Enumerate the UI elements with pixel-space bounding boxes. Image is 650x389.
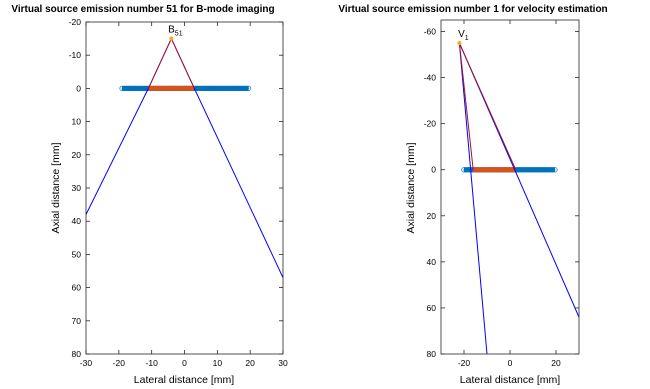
panel-bmode-ytick-label: 20 xyxy=(72,150,82,160)
panel-bmode-ytick-label: 50 xyxy=(72,249,82,259)
panel-bmode-xtick-label: 20 xyxy=(245,358,255,368)
panel-bmode-ytick-label: 80 xyxy=(72,349,82,359)
panel-velocity-ytick-label: -40 xyxy=(424,73,437,83)
panel-bmode-xtick-label: 10 xyxy=(213,358,223,368)
panel-velocity-ytick-label: 20 xyxy=(427,211,437,221)
panel-velocity-xtick-label: 20 xyxy=(551,358,561,368)
panel-velocity-xtick-label: -20 xyxy=(458,358,471,368)
panel-bmode-xtick-label: 0 xyxy=(182,358,187,368)
panel-velocity-ytick-label: 60 xyxy=(427,303,437,313)
panel-bmode-xlabel: Lateral distance [mm] xyxy=(134,374,234,386)
panel-bmode-clipped-marks xyxy=(86,37,283,278)
panel-bmode-element-marker xyxy=(245,85,252,92)
panel-bmode-ytick-label: -20 xyxy=(69,17,82,27)
panel-bmode-source-label: B51 xyxy=(168,25,183,38)
panel-bmode-xtick-label: 30 xyxy=(278,358,288,368)
panel-velocity-element-marker xyxy=(552,167,558,173)
panel-velocity-ytick-label: 0 xyxy=(431,165,436,175)
panel-velocity-ticks: -20 0 20 -60 -40 -20 0 20 40 60 80 xyxy=(424,20,579,368)
panel-bmode-source-subscript: 51 xyxy=(175,31,183,38)
panel-velocity-xlabel: Lateral distance [mm] xyxy=(460,374,560,386)
panel-velocity-ytick-label: -60 xyxy=(424,27,437,37)
panel-velocity-source-label: V1 xyxy=(458,29,469,42)
panel-velocity-ylabel: Axial distance [mm] xyxy=(405,142,417,233)
panel-velocity-title: Virtual source emission number 1 for vel… xyxy=(338,4,607,15)
panel-velocity-ytick-label: 80 xyxy=(427,349,437,359)
panel-bmode-source-letter: B xyxy=(168,25,175,36)
panel-velocity: Virtual source emission number 1 for vel… xyxy=(338,4,607,386)
panel-bmode: Virtual source emission number 51 for B-… xyxy=(11,4,288,386)
panel-bmode-xtick-label: -10 xyxy=(146,358,159,368)
panel-bmode-marks xyxy=(86,36,283,278)
panel-bmode-xtick-label: -20 xyxy=(113,358,126,368)
panel-bmode-title: Virtual source emission number 51 for B-… xyxy=(11,4,274,15)
panel-velocity-marks xyxy=(457,40,579,354)
panel-velocity-ytick-label: -20 xyxy=(424,119,437,129)
panel-bmode-ytick-label: 10 xyxy=(72,117,82,127)
panel-bmode-ytick-label: 60 xyxy=(72,283,82,293)
panel-bmode-ytick-label: 0 xyxy=(76,83,81,93)
panel-velocity-source-letter: V xyxy=(458,29,465,40)
panel-velocity-ytick-label: 40 xyxy=(427,257,437,267)
panel-bmode-ytick-label: 70 xyxy=(72,316,82,326)
panel-velocity-virtual-source-point xyxy=(457,40,462,46)
panel-bmode-ytick-label: 30 xyxy=(72,183,82,193)
panel-velocity-plot-area xyxy=(440,19,580,355)
panel-velocity-source-subscript: 1 xyxy=(465,35,469,42)
panel-bmode-ytick-label: -10 xyxy=(69,50,82,60)
panel-bmode-element-marker xyxy=(243,85,249,92)
panel-velocity-xtick-label: 0 xyxy=(508,358,513,368)
panel-bmode-ticks: -30 -20 -10 0 10 20 30 -20 -10 0 10 20 30 40 50 60 70 80 xyxy=(69,17,288,368)
panel-bmode-xtick-label: -30 xyxy=(80,358,93,368)
panel-bmode-ylabel: Axial distance [mm] xyxy=(50,142,62,233)
panel-bmode-virtual-source-point xyxy=(169,36,174,41)
panel-velocity-element-marker xyxy=(549,167,556,173)
panel-bmode-ytick-label: 40 xyxy=(72,216,82,226)
panel-bmode-plot-area xyxy=(85,21,284,355)
